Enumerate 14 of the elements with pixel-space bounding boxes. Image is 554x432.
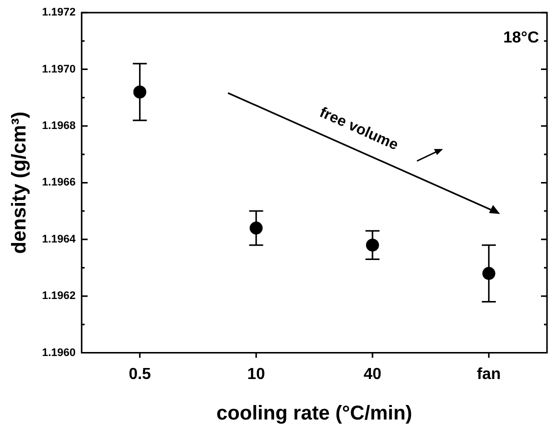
y-tick-label: 1.1970 (42, 63, 76, 76)
y-tick-label: 1.1962 (42, 290, 76, 302)
x-axis-title: cooling rate (°C/min) (216, 402, 412, 425)
annotation: 18°C (503, 30, 540, 47)
y-tick-label: 1.1966 (42, 176, 76, 189)
y-tick-label: 1.1972 (42, 6, 76, 19)
y-axis-title: density (g/cm³) (8, 112, 31, 254)
y-tick-label: 1.1964 (42, 233, 77, 246)
x-tick-label: 40 (364, 366, 382, 383)
x-tick-label: 10 (247, 366, 266, 383)
x-tick-label: 0.5 (128, 366, 152, 383)
y-tick-label: 1.1968 (42, 120, 76, 132)
y-tick-label: 1.1960 (42, 346, 76, 359)
x-tick-label: fan (476, 366, 501, 383)
